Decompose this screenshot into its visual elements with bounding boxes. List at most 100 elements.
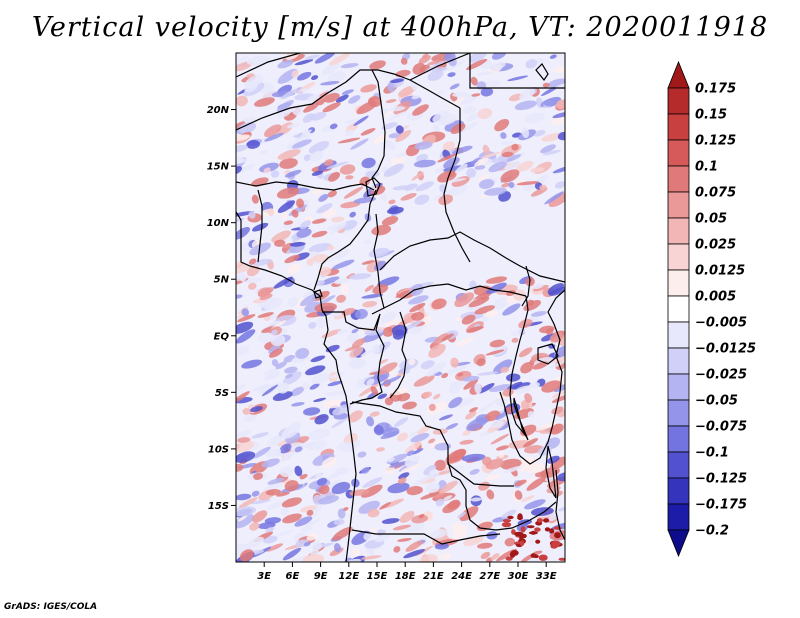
velocity-cell — [477, 542, 493, 549]
velocity-cell — [290, 386, 305, 397]
velocity-cell — [236, 166, 243, 175]
velocity-cell — [461, 453, 486, 462]
velocity-cell — [236, 513, 255, 529]
velocity-cell — [442, 501, 461, 514]
velocity-cell — [386, 206, 404, 215]
velocity-cell — [474, 165, 486, 170]
velocity-cell — [287, 122, 301, 129]
velocity-cell — [302, 518, 321, 529]
velocity-cell — [486, 80, 501, 87]
lon-tick-label: 9E — [314, 571, 328, 582]
velocity-cell — [403, 183, 418, 191]
velocity-cell — [554, 181, 565, 189]
velocity-cell — [411, 312, 425, 321]
velocity-cell — [252, 222, 269, 232]
velocity-cell — [492, 359, 513, 375]
velocity-cell — [492, 297, 510, 310]
velocity-cell — [428, 403, 436, 411]
colorbar-level-label: 0.05 — [695, 212, 727, 227]
velocity-cell — [542, 82, 550, 88]
velocity-cell — [470, 157, 480, 165]
velocity-cell — [403, 549, 426, 559]
velocity-cell — [332, 526, 353, 541]
velocity-cell — [418, 513, 425, 519]
velocity-cell — [525, 59, 538, 69]
velocity-cell — [461, 314, 476, 325]
velocity-cell — [294, 446, 303, 453]
velocity-cell — [351, 358, 367, 369]
velocity-cell — [388, 199, 396, 205]
velocity-cell — [337, 508, 346, 519]
velocity-cell — [318, 193, 329, 202]
velocity-cell — [297, 71, 312, 81]
velocity-cell — [280, 506, 289, 517]
velocity-cell — [387, 82, 395, 93]
velocity-cell — [303, 102, 320, 113]
velocity-cell — [466, 113, 479, 122]
velocity-cell — [399, 510, 415, 523]
velocity-cell — [371, 224, 392, 236]
velocity-cell — [426, 401, 448, 416]
velocity-cell — [295, 347, 310, 359]
velocity-cell-strong — [535, 539, 541, 544]
velocity-cell — [490, 553, 500, 561]
velocity-cell — [321, 456, 338, 469]
velocity-cell — [522, 183, 533, 192]
velocity-cell — [346, 332, 360, 344]
velocity-cell — [553, 65, 565, 73]
velocity-cell — [349, 211, 356, 218]
border-car-south — [383, 283, 527, 309]
velocity-cell — [548, 513, 559, 522]
velocity-cell — [494, 118, 510, 132]
colorbar-segment — [667, 451, 690, 479]
velocity-cell — [410, 432, 430, 443]
velocity-cell — [474, 383, 482, 394]
velocity-cell — [395, 125, 404, 134]
velocity-cell — [385, 465, 395, 475]
velocity-cell — [364, 284, 374, 292]
velocity-cell — [313, 397, 327, 403]
velocity-cell — [457, 512, 466, 519]
velocity-cell — [462, 429, 472, 436]
velocity-cell — [483, 187, 507, 196]
velocity-cell — [431, 298, 447, 310]
velocity-cell — [404, 455, 420, 468]
border-congo-drc — [389, 311, 407, 399]
velocity-cell — [427, 59, 443, 66]
velocity-cell — [236, 506, 257, 517]
velocity-cell — [437, 170, 457, 183]
velocity-cell — [550, 357, 565, 363]
velocity-cell — [450, 123, 466, 134]
velocity-cell — [383, 163, 404, 177]
velocity-cell — [477, 174, 490, 181]
velocity-cell — [318, 485, 330, 495]
velocity-cell — [381, 518, 400, 524]
velocity-cell — [439, 480, 458, 494]
velocity-cell — [361, 467, 370, 474]
velocity-cell — [374, 534, 391, 543]
velocity-cell — [252, 446, 271, 459]
velocity-cell — [412, 104, 429, 116]
velocity-cell — [476, 358, 486, 367]
velocity-cell — [459, 439, 474, 445]
velocity-cell — [282, 547, 302, 561]
velocity-cell — [243, 412, 257, 422]
velocity-cell — [284, 366, 298, 374]
velocity-cell — [276, 187, 300, 199]
velocity-cell — [533, 284, 549, 292]
velocity-cell — [279, 443, 292, 454]
velocity-cell — [445, 448, 466, 464]
velocity-cell — [491, 53, 507, 60]
colorbar-segment — [667, 373, 690, 401]
velocity-cell — [236, 329, 256, 344]
lat-tick-label: 15N — [207, 162, 230, 173]
longitude-axis: 3E 6E 9E 12E 15E 18E 21E 24E 27E 30E 33E — [257, 562, 557, 582]
velocity-cell — [239, 271, 246, 283]
velocity-cell — [246, 139, 261, 149]
velocity-cell — [384, 397, 394, 406]
velocity-cell — [280, 88, 299, 100]
velocity-cell — [244, 81, 258, 93]
velocity-cell — [277, 149, 301, 160]
velocity-cell — [264, 124, 282, 138]
velocity-cell — [532, 283, 544, 290]
